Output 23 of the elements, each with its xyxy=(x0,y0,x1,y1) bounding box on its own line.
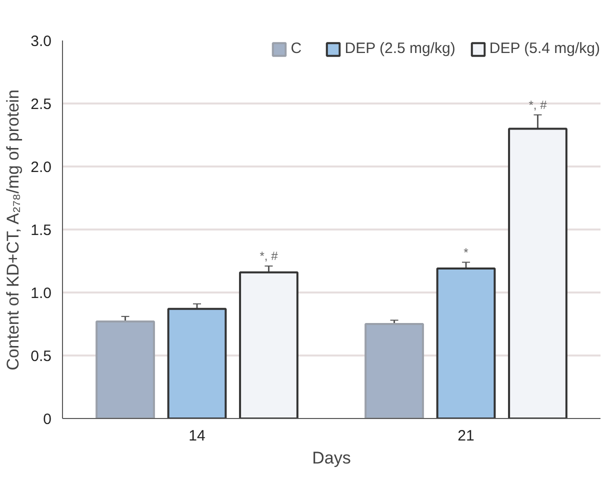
x-tick-label: 14 xyxy=(188,428,206,444)
legend-label: DEP (5.4 mg/kg) xyxy=(489,40,600,57)
annotation: *, # xyxy=(260,249,278,264)
y-axis-title: Content of KD+CT, A₂₇₈/mg of protein xyxy=(4,90,23,370)
y-tick-label: 3.0 xyxy=(30,33,52,50)
annotation: * xyxy=(464,245,469,260)
bar xyxy=(508,128,568,418)
y-tick-label: 1.5 xyxy=(30,222,52,239)
bar xyxy=(436,268,496,418)
y-tick-label: 2.5 xyxy=(30,96,52,113)
x-tick-label: 21 xyxy=(458,428,474,444)
bar xyxy=(167,308,227,418)
bar xyxy=(239,271,298,418)
bar xyxy=(364,323,424,418)
legend-label: DEP (2.5 mg/kg) xyxy=(344,40,456,57)
bar xyxy=(96,320,155,418)
x-axis-title: Days xyxy=(312,448,351,468)
legend-label: C xyxy=(290,40,303,57)
y-tick-label: 0.5 xyxy=(30,348,52,365)
y-tick-label: 0 xyxy=(43,411,52,428)
y-tick-label: 1.0 xyxy=(30,285,52,302)
annotation: *, # xyxy=(528,98,548,112)
y-tick-label: 2.0 xyxy=(30,159,52,176)
